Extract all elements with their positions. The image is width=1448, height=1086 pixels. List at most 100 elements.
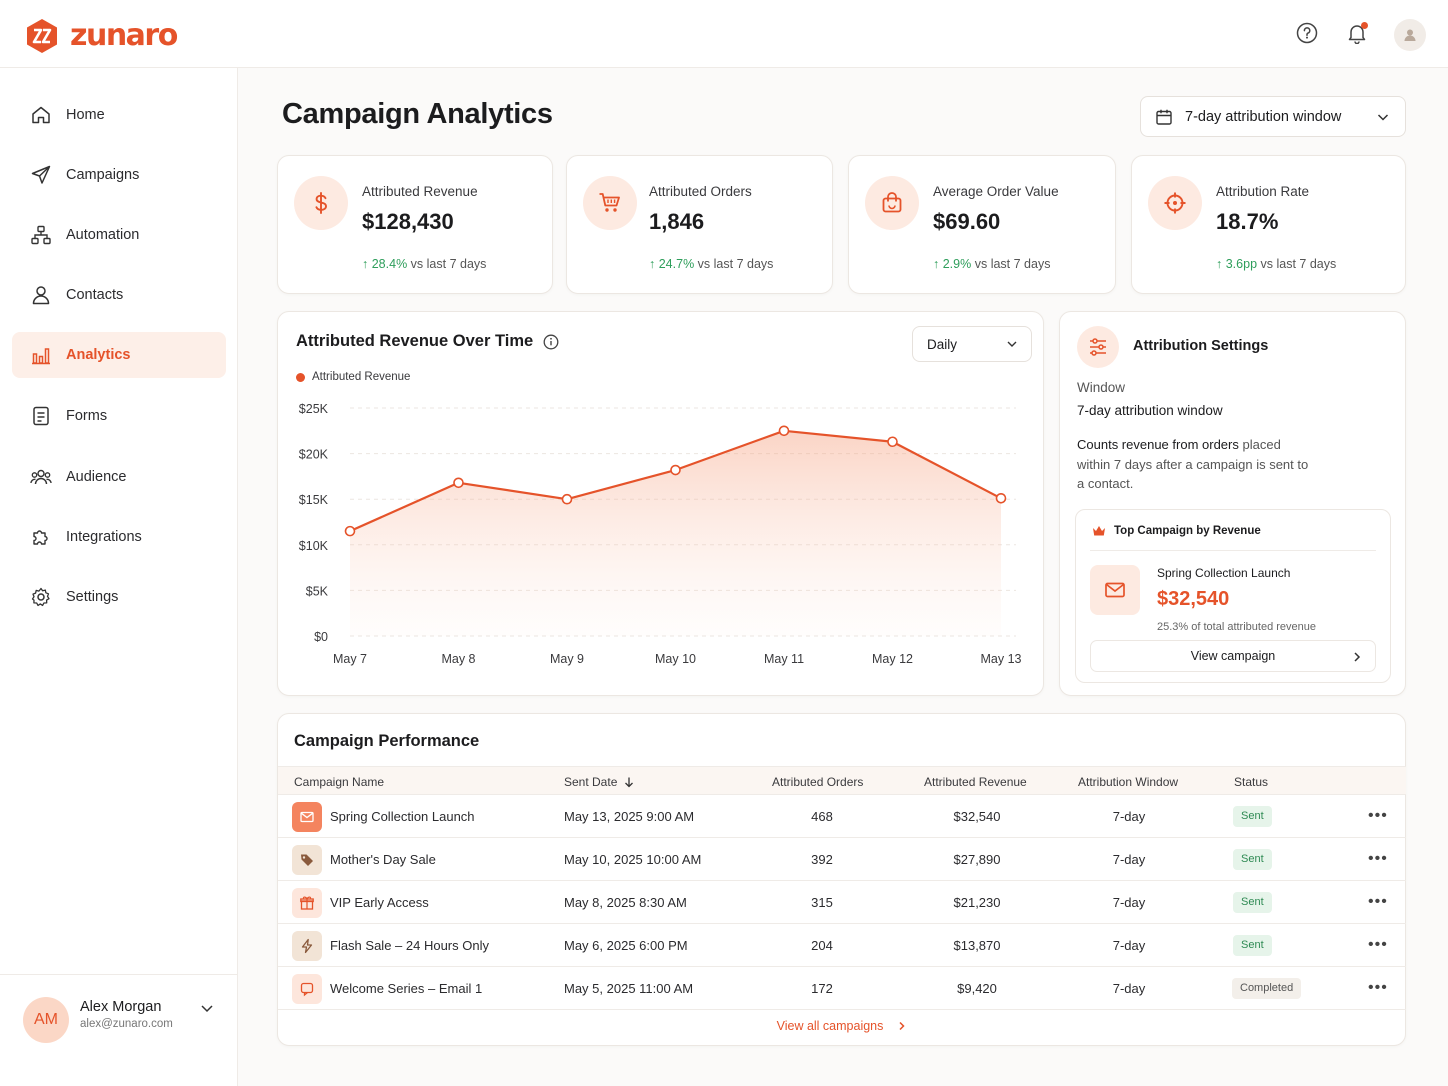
granularity-value: Daily (927, 336, 958, 352)
table-row[interactable]: Spring Collection Launch May 13, 2025 9:… (278, 795, 1406, 838)
column-header[interactable]: Attribution Window (1078, 775, 1179, 789)
brand-logo[interactable]: zunaro (24, 18, 178, 54)
shopping-bag-icon (865, 176, 919, 230)
campaign-name[interactable]: Spring Collection Launch (330, 809, 475, 824)
column-header[interactable]: Attributed Orders (772, 775, 864, 789)
granularity-select[interactable]: Daily (912, 326, 1032, 362)
column-header[interactable]: Status (1234, 775, 1269, 789)
series-area (350, 430, 1001, 636)
attribution-window: 7-day (1112, 938, 1146, 953)
user-avatar-button[interactable] (1394, 19, 1426, 51)
user-account-menu[interactable]: AM Alex Morgan alex@zunaro.com (0, 974, 238, 1086)
attributed-revenue: $32,540 (953, 809, 1001, 824)
logo-mark-icon (27, 19, 57, 53)
arrow-up-icon: ↑ (649, 257, 656, 271)
campaign-name[interactable]: VIP Early Access (330, 895, 429, 910)
sidebar-item-automation[interactable]: Automation (12, 212, 226, 258)
kpi-label: Attributed Revenue (362, 184, 478, 199)
avatar: AM (23, 997, 69, 1043)
cart-icon (583, 176, 637, 230)
attributed-orders: 315 (811, 895, 833, 910)
data-point (995, 492, 1007, 504)
attributed-orders: 172 (811, 981, 833, 996)
message-icon (292, 974, 322, 1004)
kpi-value: 18.7% (1216, 209, 1279, 234)
attributed-revenue: $9,420 (957, 981, 997, 996)
attribution-window-value: 7-day attribution window (1185, 108, 1342, 125)
more-options-icon[interactable]: ••• (1368, 850, 1388, 867)
view-all-campaigns-link[interactable]: View all campaigns (278, 1019, 1406, 1033)
top-campaign-heading: Top Campaign by Revenue (1092, 525, 1261, 537)
more-options-icon[interactable]: ••• (1368, 807, 1388, 824)
arrow-up-icon: ↑ (362, 257, 369, 271)
legend-swatch (296, 372, 305, 382)
chart-title: Attributed Revenue Over Time (296, 332, 559, 351)
sent-date: May 6, 2025 6:00 PM (564, 938, 688, 953)
chart-title-text: Attributed Revenue Over Time (296, 332, 534, 350)
sidebar-item-contacts[interactable]: Contacts (12, 272, 226, 318)
more-options-icon[interactable]: ••• (1368, 936, 1388, 953)
kpi-value: 1,846 (649, 209, 705, 234)
y-tick-label: $0 (314, 630, 328, 644)
sent-date: May 8, 2025 8:30 AM (564, 895, 687, 910)
campaign-name[interactable]: Flash Sale – 24 Hours Only (330, 938, 489, 953)
column-header[interactable]: Campaign Name (294, 775, 385, 789)
sidebar-item-label: Analytics (66, 347, 131, 363)
view-campaign-button[interactable]: View campaign (1090, 640, 1376, 672)
table-row[interactable]: VIP Early Access May 8, 2025 8:30 AM 315… (278, 881, 1406, 924)
attribution-window: 7-day (1112, 852, 1146, 867)
campaign-name[interactable]: Mother's Day Sale (330, 852, 436, 867)
campaign-name[interactable]: Welcome Series – Email 1 (330, 981, 483, 996)
attribution-window-select[interactable]: 7-day attribution window (1140, 96, 1406, 137)
more-options-icon[interactable]: ••• (1368, 979, 1388, 996)
more-options-icon[interactable]: ••• (1368, 893, 1388, 910)
home-icon (32, 106, 50, 124)
x-tick-label: May 7 (333, 652, 367, 666)
kpi-delta-suffix: vs last 7 days (1260, 257, 1337, 271)
calendar-icon (1156, 109, 1172, 125)
chart-legend: Attributed Revenue (296, 371, 410, 383)
sort-desc-icon (625, 777, 634, 788)
status-badge: Sent (1233, 935, 1272, 956)
performance-title: Campaign Performance (294, 732, 480, 750)
sidebar-item-integrations[interactable]: Integrations (12, 514, 226, 560)
attributed-revenue: $27,890 (953, 852, 1001, 867)
data-point (453, 477, 464, 489)
sidebar-item-analytics[interactable]: Analytics (12, 332, 226, 378)
sidebar-item-home[interactable]: Home (12, 92, 226, 138)
sidebar-item-audience[interactable]: Audience (12, 454, 226, 500)
table-row[interactable]: Welcome Series – Email 1 May 5, 2025 11:… (278, 967, 1406, 1010)
help-icon[interactable] (1294, 20, 1320, 46)
top-campaign-panel: Top Campaign by Revenue Spring Collectio… (1075, 509, 1391, 683)
sidebar-item-forms[interactable]: Forms (12, 393, 226, 439)
tag-icon (292, 845, 322, 875)
chevron-down-icon (1007, 341, 1017, 347)
mail-icon (292, 802, 322, 832)
x-tick-label: May 10 (655, 652, 696, 666)
bar-chart-icon (32, 348, 50, 365)
sidebar-item-label: Forms (66, 408, 108, 424)
column-header-sent-date[interactable]: Sent Date (564, 775, 635, 789)
description-rest: placed within 7 days after a campaign is… (1077, 437, 1309, 491)
person-icon (32, 286, 50, 305)
column-header[interactable]: Attributed Revenue (924, 775, 1027, 789)
sidebar-item-settings[interactable]: Settings (12, 574, 226, 620)
dollar-icon (294, 176, 348, 230)
info-icon[interactable] (543, 334, 559, 350)
x-tick-label: May 12 (872, 652, 913, 666)
column-header: Sent Date (564, 775, 618, 789)
top-campaign-share: 25.3% of total attributed revenue (1157, 621, 1316, 633)
sidebar-item-label: Audience (66, 469, 127, 485)
chevron-down-icon[interactable] (198, 999, 216, 1017)
arrow-up-icon: ↑ (933, 257, 940, 271)
kpi-delta-value: 28.4% (371, 257, 408, 271)
y-tick-label: $25K (299, 402, 329, 416)
table-row[interactable]: Flash Sale – 24 Hours Only May 6, 2025 6… (278, 924, 1406, 967)
kpi-label: Average Order Value (933, 184, 1059, 199)
status-badge: Completed (1232, 978, 1302, 999)
crown-icon (1093, 526, 1105, 536)
table-row[interactable]: Mother's Day Sale May 10, 2025 10:00 AM … (278, 838, 1406, 881)
sidebar-item-campaigns[interactable]: Campaigns (12, 152, 226, 198)
bell-icon[interactable] (1344, 20, 1370, 46)
workflow-icon (31, 225, 51, 245)
